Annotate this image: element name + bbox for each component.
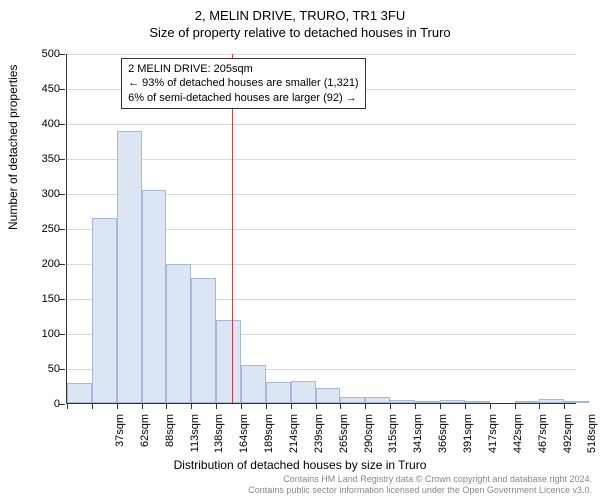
- x-tick-label: 265sqm: [338, 414, 350, 464]
- gridline: [67, 124, 576, 125]
- x-tick-label: 492sqm: [562, 414, 574, 464]
- x-tick: [390, 403, 391, 409]
- y-tick-label: 150: [26, 293, 60, 305]
- x-tick-label: 164sqm: [238, 414, 250, 464]
- footer-line2: Contains public sector information licen…: [248, 485, 592, 496]
- x-tick-label: 138sqm: [213, 414, 225, 464]
- histogram-bar: [166, 264, 191, 403]
- x-tick-label: 366sqm: [437, 414, 449, 464]
- x-tick-label: 391sqm: [462, 414, 474, 464]
- x-tick: [142, 403, 143, 409]
- chart-title-block: 2, MELIN DRIVE, TRURO, TR1 3FU Size of p…: [0, 0, 600, 42]
- y-tick-label: 350: [26, 153, 60, 165]
- x-tick: [166, 403, 167, 409]
- y-tick-label: 50: [26, 363, 60, 375]
- x-tick: [539, 403, 540, 409]
- y-tick-label: 450: [26, 83, 60, 95]
- histogram-bar: [216, 320, 241, 403]
- gridline: [67, 159, 576, 160]
- x-tick-label: 417sqm: [487, 414, 499, 464]
- x-tick: [216, 403, 217, 409]
- x-tick: [340, 403, 341, 409]
- x-tick-label: 214sqm: [288, 414, 300, 464]
- y-tick-label: 0: [26, 398, 60, 410]
- x-tick-label: 442sqm: [512, 414, 524, 464]
- histogram-bar: [117, 131, 142, 403]
- gridline: [67, 54, 576, 55]
- x-tick: [117, 403, 118, 409]
- callout-box: 2 MELIN DRIVE: 205sqm← 93% of detached h…: [121, 58, 366, 109]
- histogram-bar: [564, 401, 589, 403]
- y-tick-label: 200: [26, 258, 60, 270]
- x-tick: [316, 403, 317, 409]
- x-tick-label: 341sqm: [412, 414, 424, 464]
- callout-line1: 2 MELIN DRIVE: 205sqm: [128, 62, 359, 76]
- x-tick: [465, 403, 466, 409]
- histogram-bar: [241, 365, 266, 404]
- histogram-bar: [390, 400, 415, 403]
- callout-line2: ← 93% of detached houses are smaller (1,…: [128, 76, 359, 90]
- histogram-bar: [266, 382, 291, 403]
- histogram-bar: [191, 278, 216, 403]
- x-tick: [92, 403, 93, 409]
- histogram-bar: [415, 401, 440, 403]
- x-tick-label: 189sqm: [263, 414, 275, 464]
- histogram-bar: [291, 381, 316, 403]
- x-tick-label: 113sqm: [189, 414, 201, 464]
- histogram-bar: [340, 397, 365, 403]
- x-tick-label: 518sqm: [586, 414, 598, 464]
- chart-title-main: 2, MELIN DRIVE, TRURO, TR1 3FU: [0, 8, 600, 25]
- x-tick-label: 62sqm: [139, 414, 151, 464]
- x-tick-label: 37sqm: [114, 414, 126, 464]
- x-tick: [440, 403, 441, 409]
- x-tick-label: 239sqm: [313, 414, 325, 464]
- x-tick: [515, 403, 516, 409]
- x-tick-label: 88sqm: [164, 414, 176, 464]
- y-tick-label: 250: [26, 223, 60, 235]
- histogram-bar: [316, 388, 341, 403]
- x-tick-label: 467sqm: [537, 414, 549, 464]
- histogram-bar: [515, 401, 540, 403]
- histogram-bar: [365, 397, 390, 403]
- histogram-bar: [67, 383, 92, 403]
- histogram-bar: [465, 401, 490, 403]
- x-tick: [67, 403, 68, 409]
- x-tick-label: 315sqm: [387, 414, 399, 464]
- chart-title-sub: Size of property relative to detached ho…: [0, 25, 600, 42]
- callout-line3: 6% of semi-detached houses are larger (9…: [128, 91, 359, 105]
- x-tick: [291, 403, 292, 409]
- footer-attribution: Contains HM Land Registry data © Crown c…: [248, 474, 592, 497]
- histogram-bar: [142, 190, 167, 404]
- x-tick: [266, 403, 267, 409]
- histogram-bar: [440, 400, 465, 403]
- y-tick-label: 500: [26, 48, 60, 60]
- x-tick: [241, 403, 242, 409]
- x-tick: [564, 403, 565, 409]
- x-tick-label: 290sqm: [363, 414, 375, 464]
- x-axis-label: Distribution of detached houses by size …: [0, 458, 600, 472]
- x-tick: [490, 403, 491, 409]
- x-tick: [415, 403, 416, 409]
- footer-line1: Contains HM Land Registry data © Crown c…: [248, 474, 592, 485]
- y-tick-label: 300: [26, 188, 60, 200]
- y-tick-label: 400: [26, 118, 60, 130]
- y-axis-label: Number of detached properties: [6, 65, 20, 230]
- y-tick-label: 100: [26, 328, 60, 340]
- x-tick: [191, 403, 192, 409]
- x-tick: [365, 403, 366, 409]
- histogram-bar: [92, 218, 117, 404]
- histogram-bar: [539, 399, 564, 403]
